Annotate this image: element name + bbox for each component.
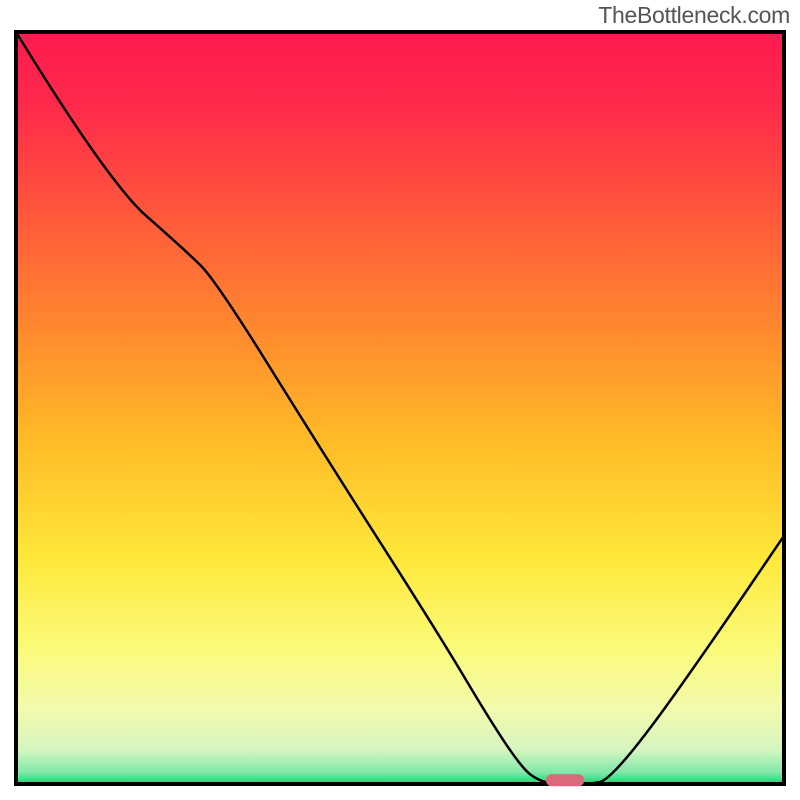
- chart-container: TheBottleneck.com: [0, 0, 800, 800]
- plot-area: [16, 32, 784, 786]
- bottleneck-chart: [0, 0, 800, 800]
- valley-marker: [546, 774, 584, 786]
- gradient-background: [16, 32, 784, 784]
